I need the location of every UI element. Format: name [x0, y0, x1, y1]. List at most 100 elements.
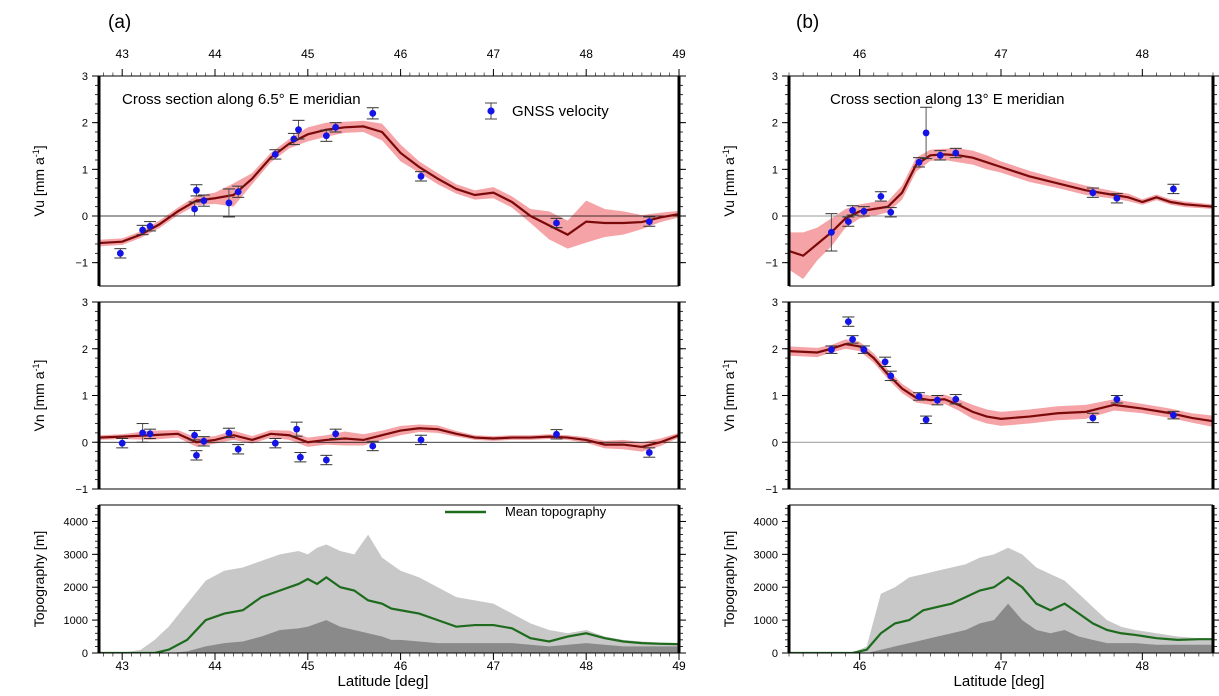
plot-area [99, 107, 679, 259]
gnss-marker [271, 151, 279, 158]
gnss-point [269, 438, 282, 449]
model-uncertainty-band [99, 424, 679, 452]
y-axis-label-exponent: -1 [31, 363, 41, 371]
gnss-point [366, 440, 379, 452]
y-tick-label: 3 [82, 71, 88, 83]
y-tick-label: 2 [772, 344, 778, 356]
top-tick-label: 47 [487, 47, 501, 61]
y-tick-label: 3 [772, 71, 778, 83]
gnss-point [949, 394, 962, 405]
gnss-marker [369, 442, 377, 450]
panel-b-label: (b) [796, 12, 819, 33]
gnss-point [144, 221, 157, 232]
topography-max-area [789, 547, 1213, 653]
topography-min-area [99, 620, 679, 653]
y-tick-label: 2000 [64, 582, 88, 594]
gnss-marker [860, 346, 868, 354]
gnss-marker [293, 425, 301, 433]
legend-gnss-marker [485, 102, 497, 120]
gnss-point [1086, 412, 1099, 424]
gnss-marker [234, 445, 242, 453]
y-tick-label: 1000 [754, 615, 778, 627]
plot-area [789, 547, 1213, 653]
gnss-point [232, 185, 245, 198]
gnss-marker [915, 158, 923, 166]
gnss-marker [877, 193, 885, 200]
gnss-point [415, 434, 428, 446]
y-tick-label: −1 [765, 258, 778, 270]
bottom-tick-label: 46 [394, 659, 408, 673]
gnss-point [144, 428, 157, 440]
gnss-point [550, 429, 563, 440]
gnss-point [825, 345, 838, 354]
gnss-marker [322, 456, 330, 464]
y-axis-label-main: Vu [mm a [31, 157, 47, 217]
gnss-point [550, 217, 563, 229]
gnss-marker [200, 437, 208, 445]
y-axis-label: Vu [mm a-1] [31, 145, 47, 216]
gnss-point [1167, 410, 1180, 420]
top-tick-label: 47 [994, 47, 1008, 61]
panel-a: (a) Cross section along 6.5° E meridian … [31, 12, 686, 690]
gnss-point [846, 205, 859, 216]
model-line [99, 427, 679, 449]
plot-area [789, 106, 1213, 279]
gnss-marker [887, 208, 895, 216]
panel-b: (b) Cross section along 13° E meridian L… [721, 12, 1219, 690]
plot-area [99, 534, 679, 653]
y-axis-label-exponent: -1 [31, 149, 41, 157]
gnss-marker [934, 396, 941, 404]
gnss-point [292, 119, 305, 140]
bottom-tick-label: 48 [1136, 659, 1150, 673]
gnss-marker [295, 126, 302, 134]
gnss-point [190, 184, 203, 197]
gnss-point [320, 454, 333, 466]
gnss-marker [844, 318, 852, 326]
gnss-point [643, 216, 656, 227]
y-axis-label: Topography [m] [31, 531, 47, 628]
gnss-point [269, 149, 282, 160]
gnss-point [136, 224, 149, 236]
gnss-marker [1170, 411, 1177, 419]
gnss-marker [193, 451, 200, 459]
y-tick-label: −1 [765, 484, 778, 496]
model-line [789, 342, 1213, 423]
gnss-marker [332, 430, 340, 438]
gnss-marker [887, 372, 895, 380]
bottom-tick-label: 45 [301, 659, 315, 673]
gnss-marker [1089, 189, 1097, 197]
y-axis-label-exponent: -1 [721, 363, 731, 371]
topography-mean-line [789, 576, 1213, 653]
y-axis-label-exponent: -1 [721, 149, 731, 157]
gnss-point [920, 415, 933, 425]
gnss-point [329, 122, 342, 133]
y-tick-label: 4000 [64, 516, 88, 528]
y-axis-label-main: Vn [mm a [31, 371, 47, 431]
gnss-marker [1113, 194, 1121, 202]
gnss-marker [1089, 414, 1097, 422]
plot-area [789, 316, 1213, 443]
gnss-marker [915, 393, 923, 400]
model-uncertainty-band [789, 339, 1213, 427]
y-axis-label-close: ] [31, 145, 47, 149]
panel-a-title: Cross section along 6.5° E meridian [122, 91, 361, 108]
gnss-marker [417, 436, 425, 444]
gnss-point [1110, 395, 1123, 404]
bottom-tick-label: 44 [208, 659, 222, 673]
gnss-point [920, 106, 933, 160]
gnss-point [188, 430, 201, 441]
top-tick-label: 45 [301, 47, 315, 61]
bottom-tick-label: 43 [116, 659, 130, 673]
y-tick-label: 0 [772, 211, 778, 223]
gnss-marker [191, 205, 198, 213]
y-axis-label: Vu [mm a-1] [721, 145, 737, 216]
gnss-point [1086, 187, 1099, 198]
gnss-point [857, 345, 870, 354]
top-tick-label: 44 [208, 47, 222, 61]
gnss-marker [849, 207, 856, 214]
gnss-point [1167, 183, 1180, 195]
gnss-point [114, 248, 127, 259]
gnss-point [842, 216, 855, 227]
gnss-point [857, 206, 870, 217]
